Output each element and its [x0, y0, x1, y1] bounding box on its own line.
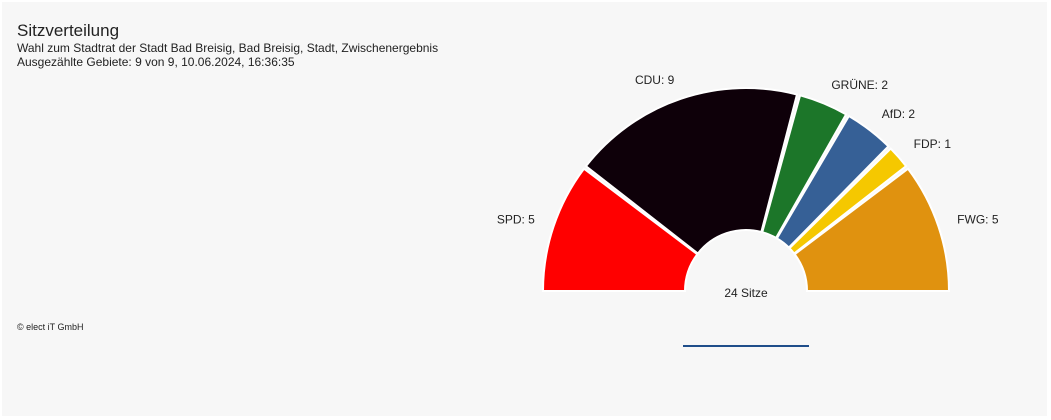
seat-slices: [541, 87, 951, 292]
slice-cdu[interactable]: [584, 87, 799, 255]
slice-label-cdu: CDU: 9: [635, 73, 675, 87]
slice-label-fdp: FDP: 1: [914, 137, 952, 151]
chart-subtitle-election: Wahl zum Stadtrat der Stadt Bad Breisig,…: [17, 41, 439, 55]
slice-grüne[interactable]: [761, 94, 848, 240]
total-seats-label: 24 Sitze: [724, 286, 768, 300]
copyright-notice: © elect iT GmbH: [17, 322, 84, 332]
slice-spd[interactable]: [541, 167, 699, 292]
slice-label-grüne: GRÜNE: 2: [831, 78, 888, 92]
slice-afd[interactable]: [775, 114, 890, 249]
chart-subtitle-count-status: Ausgezählte Gebiete: 9 von 9, 10.06.2024…: [17, 55, 295, 69]
seat-labels: SPD: 5 CDU: 9 GRÜNE: 2 AfD: 2 FDP: 1 FWG: 5: [497, 73, 999, 226]
bottom-divider: [683, 345, 809, 347]
slice-label-afd: AfD: 2: [882, 107, 916, 121]
slice-label-fwg: FWG: 5: [957, 212, 999, 226]
slice-label-spd: SPD: 5: [497, 212, 535, 226]
slice-fwg[interactable]: [793, 167, 951, 292]
chart-title: Sitzverteilung: [17, 21, 120, 40]
